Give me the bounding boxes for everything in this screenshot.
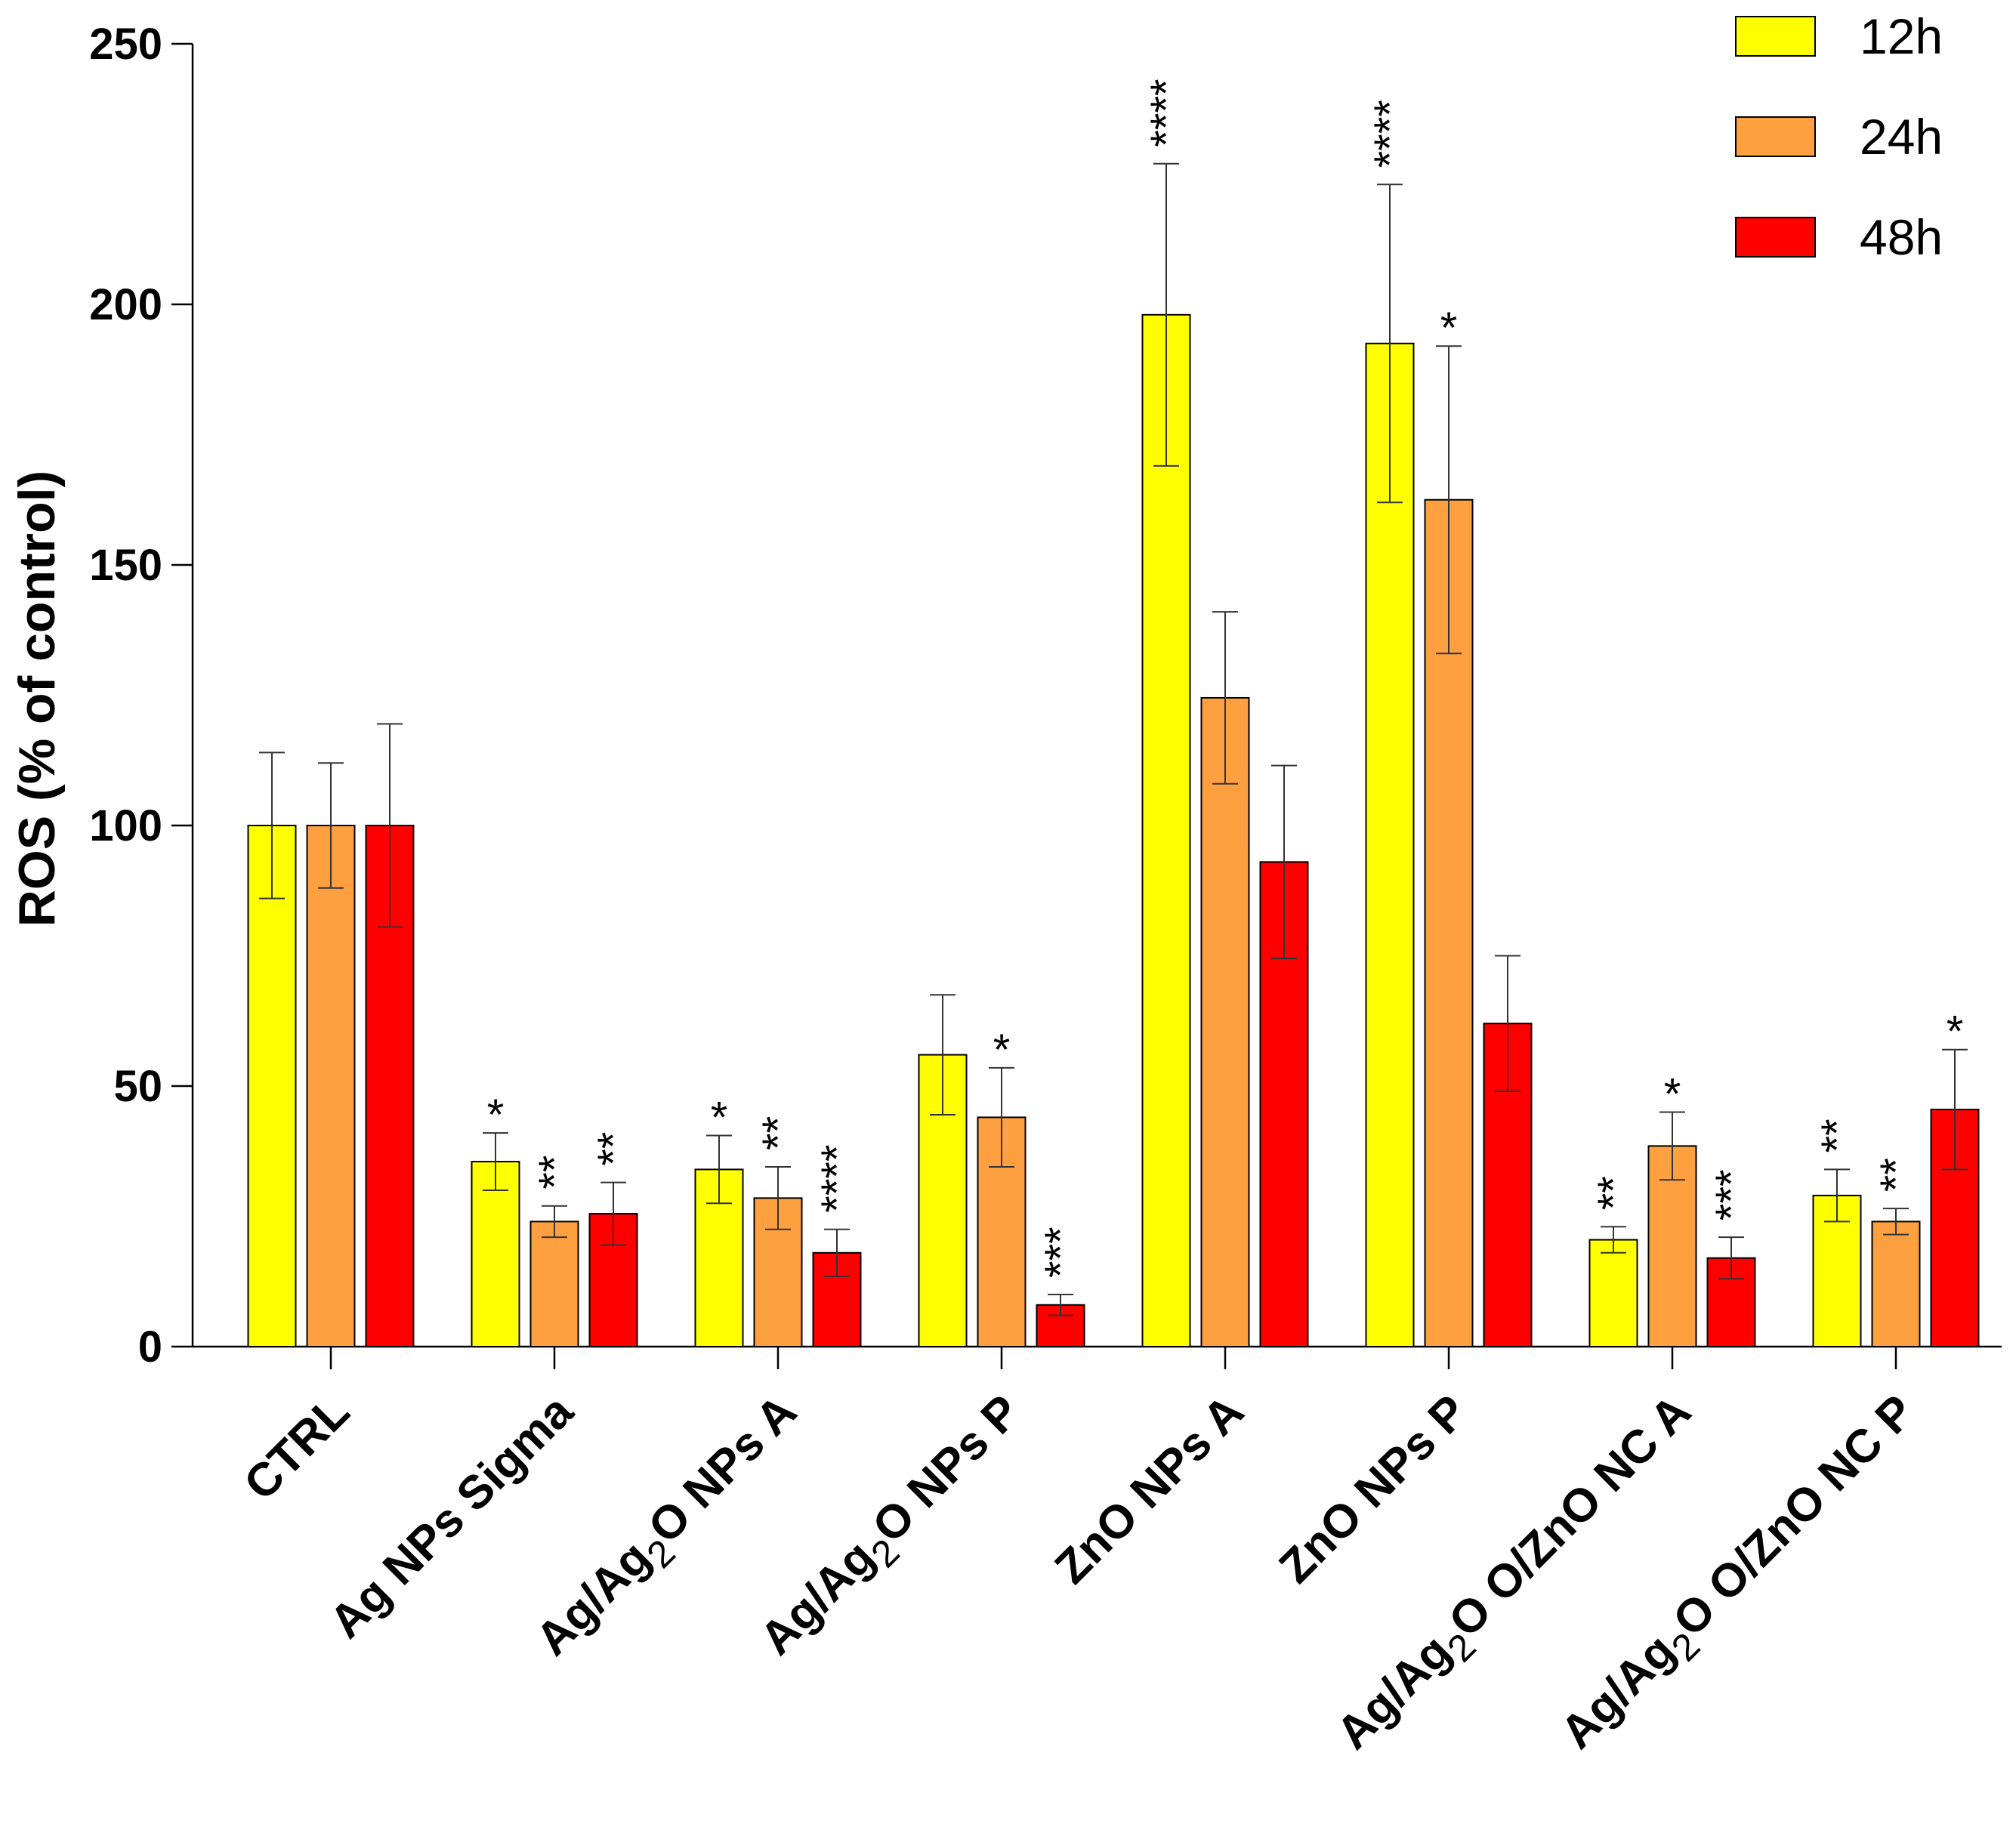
category-label-tail: O O/ZnO NC P bbox=[1663, 1385, 1925, 1646]
bar-12h-4 bbox=[1141, 313, 1191, 1347]
significance-24h-7: ** bbox=[1872, 1158, 1921, 1192]
category-label-tail: O NPs P bbox=[863, 1385, 1030, 1553]
bar-24h-1 bbox=[529, 1220, 579, 1348]
category-label-main: CTRL bbox=[234, 1385, 360, 1511]
category-label-4: ZnO NPs A bbox=[1045, 1385, 1254, 1594]
significance-48h-3: *** bbox=[1036, 1227, 1085, 1278]
significance-24h-6: * bbox=[1664, 1070, 1681, 1119]
category-label-main: Ag/Ag bbox=[1551, 1625, 1685, 1759]
y-tick-label: 250 bbox=[89, 20, 162, 69]
significance-24h-2: ** bbox=[754, 1116, 803, 1150]
category-label-tail: O NPs A bbox=[638, 1385, 807, 1554]
error-bars bbox=[259, 162, 1968, 1316]
bar-12h-0 bbox=[247, 825, 297, 1347]
legend-swatch-24h bbox=[1735, 116, 1816, 157]
y-axis-title: ROS (% of control) bbox=[8, 471, 66, 927]
y-tick-label: 0 bbox=[138, 1322, 162, 1372]
category-label-main: Ag NPs Sigma bbox=[320, 1385, 583, 1649]
category-label-0: CTRL bbox=[234, 1385, 360, 1511]
significance-24h-5: * bbox=[1440, 304, 1458, 353]
significance-48h-2: **** bbox=[813, 1144, 862, 1212]
category-label-5: ZnO NPs P bbox=[1270, 1385, 1477, 1593]
significance-48h-1: ** bbox=[589, 1131, 638, 1165]
bar-24h-7 bbox=[1871, 1220, 1921, 1348]
legend-swatch-48h bbox=[1735, 217, 1816, 258]
significance-48h-6: *** bbox=[1707, 1169, 1756, 1220]
bar-12h-7 bbox=[1812, 1194, 1862, 1348]
y-tick-label: 150 bbox=[89, 541, 162, 590]
legend-swatch-12h bbox=[1735, 16, 1816, 57]
axes: 0 50 100 150 200 250 bbox=[89, 20, 2002, 1372]
bars bbox=[247, 313, 1980, 1348]
bar-24h-0 bbox=[306, 825, 356, 1347]
significance-24h-1: ** bbox=[530, 1156, 579, 1190]
category-label-1: Ag NPs Sigma bbox=[320, 1385, 583, 1649]
significance-48h-7: * bbox=[1947, 1008, 1964, 1057]
bar-12h-6 bbox=[1588, 1239, 1638, 1348]
significance-12h-6: ** bbox=[1589, 1176, 1638, 1210]
y-tick-label: 50 bbox=[113, 1062, 162, 1111]
significance-12h-1: * bbox=[487, 1091, 505, 1140]
category-label-tail: O O/ZnO NC A bbox=[1439, 1385, 1701, 1647]
bar-24h-4 bbox=[1200, 696, 1250, 1347]
legend-label-12h: 12h bbox=[1860, 8, 1943, 64]
category-label-main: Ag/Ag bbox=[526, 1532, 661, 1666]
significance-12h-5: **** bbox=[1366, 100, 1415, 168]
bar-12h-1 bbox=[471, 1161, 520, 1348]
significance-12h-7: ** bbox=[1813, 1119, 1862, 1153]
significance-12h-2: * bbox=[711, 1094, 728, 1143]
category-label-main: Ag/Ag bbox=[1326, 1625, 1461, 1760]
significance-12h-4: **** bbox=[1142, 79, 1191, 147]
category-label-main: ZnO NPs A bbox=[1045, 1385, 1254, 1594]
legend-label-24h: 24h bbox=[1860, 109, 1943, 165]
significance-markers: ****** ************** **************** bbox=[487, 79, 1964, 1278]
y-tick-label: 100 bbox=[89, 801, 162, 850]
significance-24h-3: * bbox=[993, 1026, 1011, 1075]
category-label-main: Ag/Ag bbox=[750, 1531, 885, 1665]
category-label-main: ZnO NPs P bbox=[1270, 1385, 1477, 1593]
legend-label-48h: 48h bbox=[1860, 209, 1943, 265]
legend: 12h 24h 48h bbox=[1735, 8, 1943, 265]
y-tick-label: 200 bbox=[89, 280, 162, 329]
